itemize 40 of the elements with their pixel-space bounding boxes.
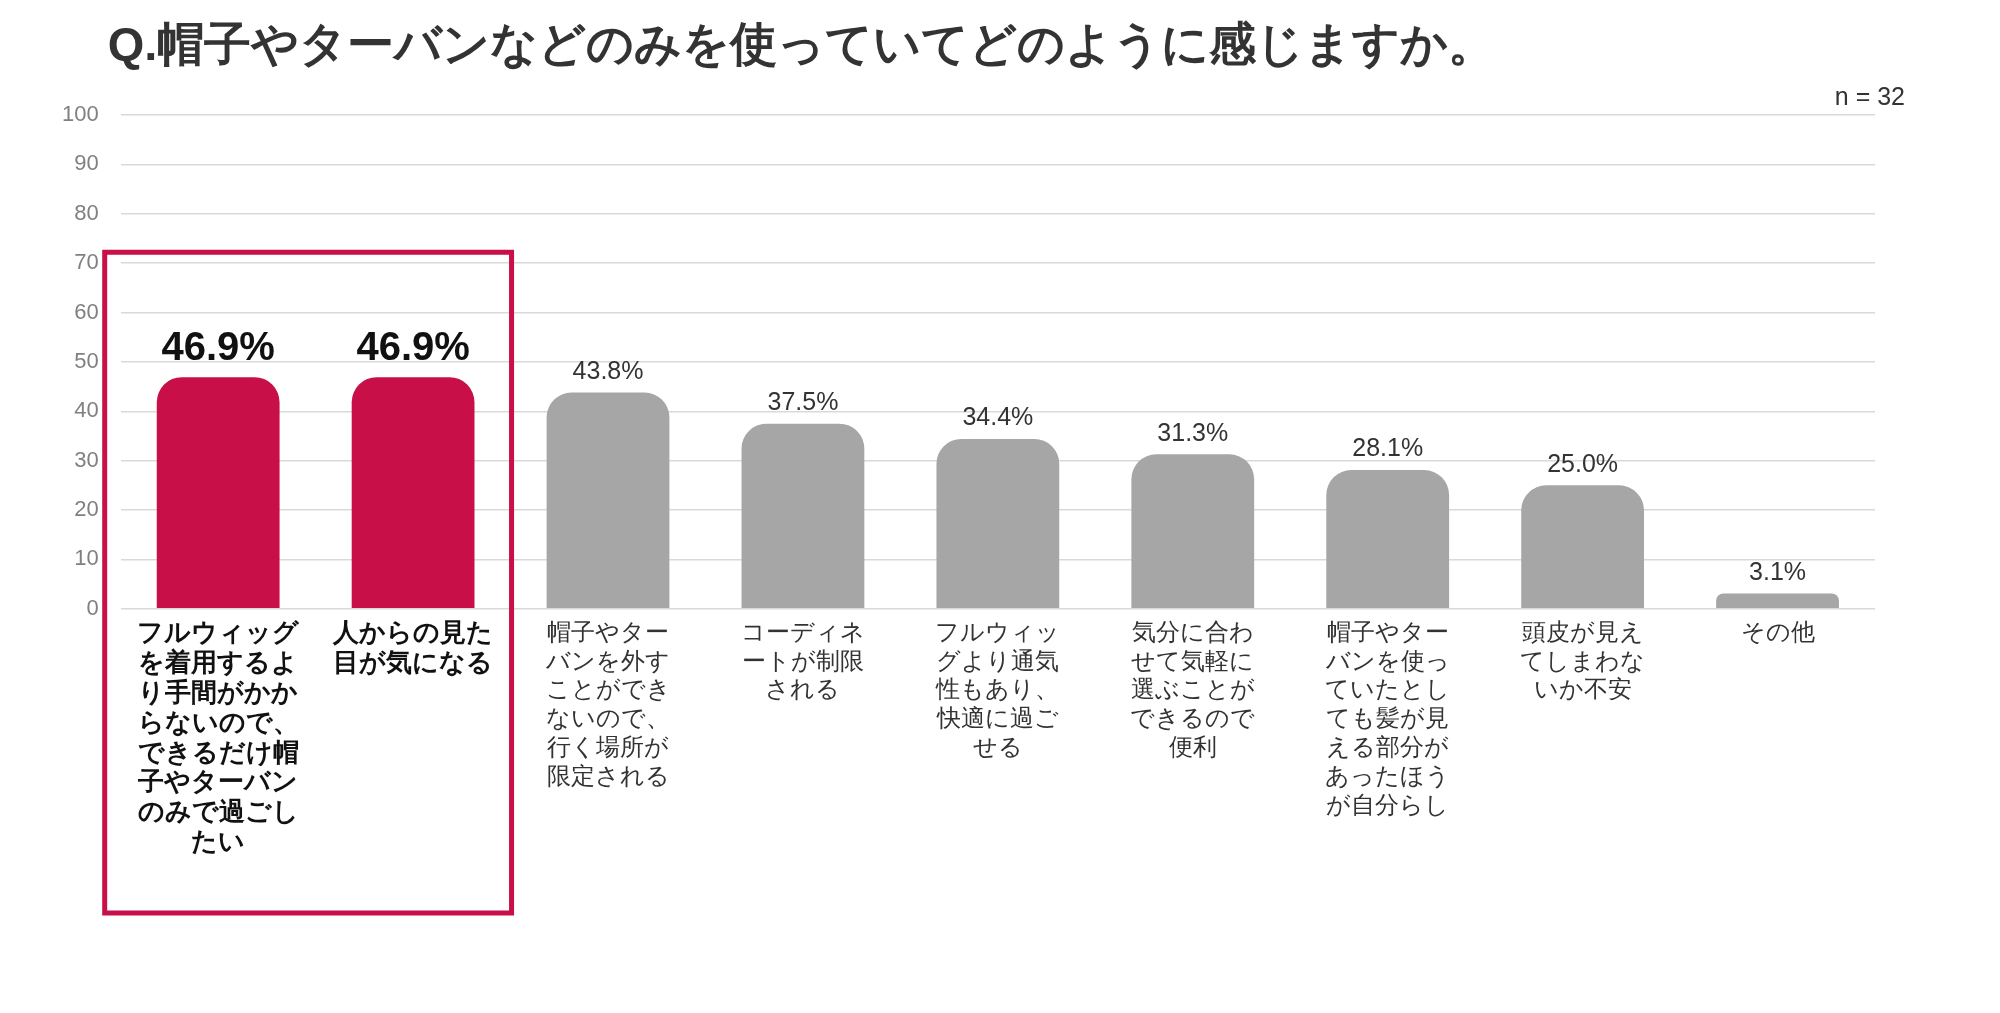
- y-tick-label: 70: [74, 249, 99, 275]
- data-label: 46.9%: [161, 324, 275, 369]
- y-tick-label: 90: [74, 150, 99, 176]
- bar: [936, 438, 1060, 609]
- y-tick-label: 30: [74, 446, 99, 472]
- x-tick-label: フルウィッグより通気性もあり、快適に過ごせる: [935, 617, 1061, 761]
- y-tick-label: 80: [74, 199, 99, 225]
- y-tick-label: 0: [86, 594, 99, 620]
- data-label: 31.3%: [1157, 417, 1229, 446]
- bar: [156, 377, 280, 609]
- text: n = 32: [1834, 82, 1905, 111]
- x-tick-label: 人からの見た目が気になる: [332, 616, 494, 677]
- chart-title: Q.帽子やターバンなどのみを使っていてどのように感じますか。: [107, 16, 1496, 70]
- bar: [1131, 454, 1255, 609]
- y-tick-label: 50: [74, 347, 99, 373]
- bar: [1521, 485, 1645, 609]
- data-label: 25.0%: [1547, 448, 1619, 477]
- bar: [351, 377, 475, 609]
- data-label: 34.4%: [962, 402, 1034, 431]
- data-label: 28.1%: [1352, 433, 1424, 462]
- y-tick-label: 40: [74, 397, 99, 423]
- x-tick-label: 気分に合わせて気軽に選ぶことができるので便利: [1130, 617, 1256, 761]
- x-tick-label: 帽子やターバンを外すことができないので、行く場所が限定される: [545, 617, 671, 789]
- x-tick-label: フルウィッグを着用するより手間がかからないので、できるだけ帽子やターバンのみで過ごしたい: [137, 616, 301, 857]
- y-tick-label: 10: [74, 545, 99, 571]
- x-tick-label: コーディネートが制限される: [740, 617, 865, 703]
- bar: [1716, 593, 1839, 609]
- bar: [1326, 470, 1450, 609]
- bar: [741, 423, 865, 609]
- y-tick-label: 100: [61, 101, 99, 127]
- data-label: 43.8%: [572, 355, 644, 384]
- data-label: 46.9%: [356, 324, 470, 369]
- data-label: 3.1%: [1749, 556, 1807, 585]
- y-tick-label: 60: [74, 298, 99, 324]
- bar: [546, 392, 670, 609]
- x-tick-label: その他: [1740, 617, 1815, 645]
- data-label: 37.5%: [767, 387, 839, 416]
- x-tick-label: 頭皮が見えてしまわないか不安: [1520, 617, 1646, 703]
- y-tick-label: 20: [74, 496, 99, 522]
- x-tick-label: 帽子やターバンを使っていたとしても髪が見える部分があったほうが自分らし: [1324, 617, 1451, 818]
